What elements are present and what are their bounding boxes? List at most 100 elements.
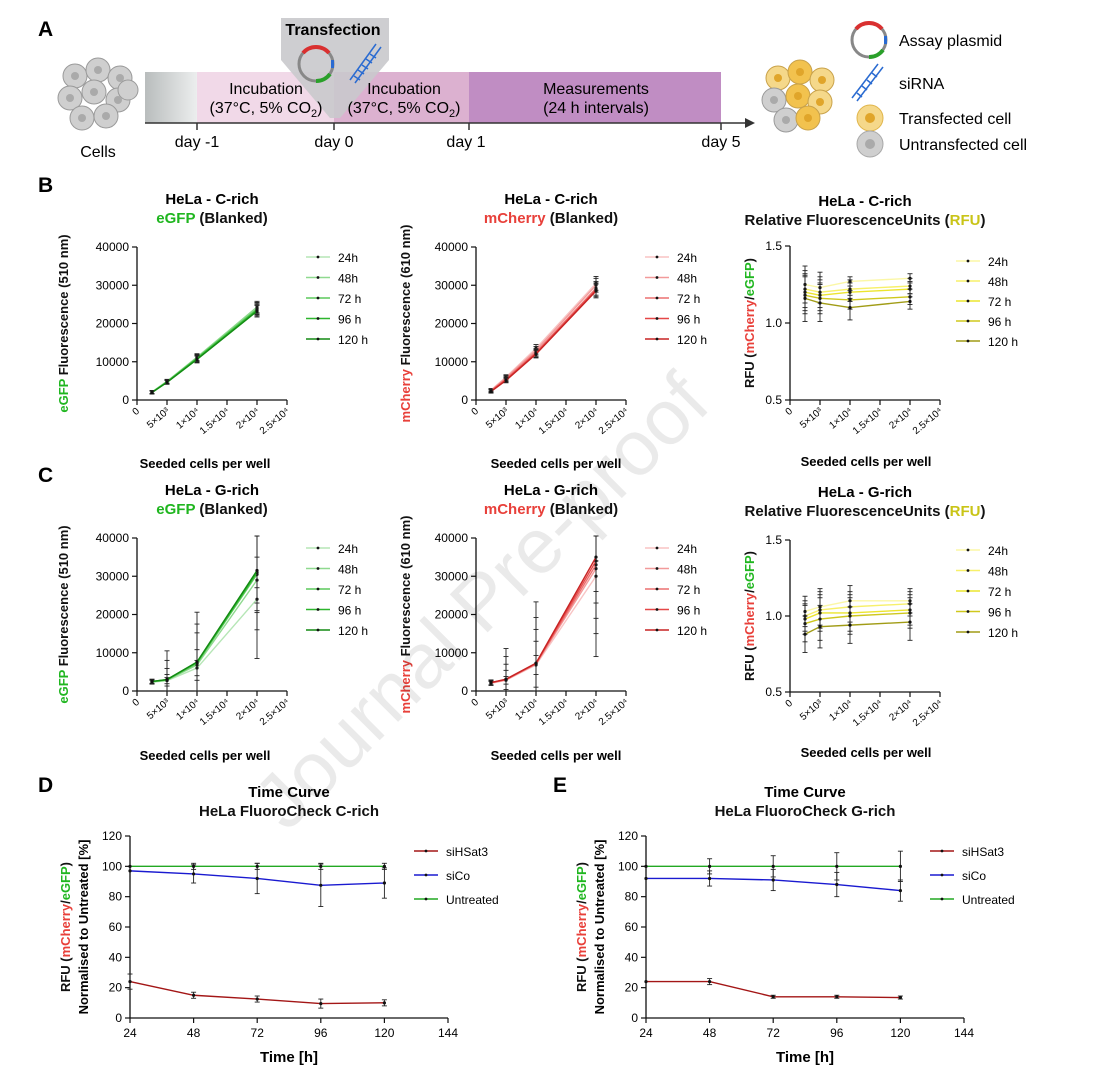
legend-label: Untreated xyxy=(446,893,499,907)
y-tick-label: 0.5 xyxy=(765,393,782,407)
x-tick-label: 0 xyxy=(470,697,482,709)
y-tick-label: 0 xyxy=(631,1011,638,1025)
cells-cluster-icon xyxy=(57,57,139,131)
legend-entry: 48h xyxy=(956,565,1008,579)
legend-entry: 48h xyxy=(645,272,697,286)
data-point xyxy=(319,864,323,868)
data-point xyxy=(803,296,807,300)
legend-marker xyxy=(966,630,970,634)
y-tick-label: 80 xyxy=(625,890,639,904)
legend-entry: 120 h xyxy=(306,333,368,347)
legend-label: 120 h xyxy=(677,333,707,347)
data-point xyxy=(848,306,852,310)
y-axis-label-part: eGFP xyxy=(56,378,71,412)
data-point xyxy=(255,568,259,573)
legend-marker xyxy=(316,337,320,341)
panel-letter-e: E xyxy=(553,774,567,797)
day-label-minus1: day -1 xyxy=(175,134,220,151)
series-line xyxy=(804,612,911,625)
legend-sirna: siRNA xyxy=(899,76,945,93)
y-axis-label-part: mCherry xyxy=(742,592,757,646)
series-72h xyxy=(149,535,260,692)
data-point xyxy=(708,876,712,881)
y-axis-label-part: Fluorescence (610 nm) xyxy=(398,516,413,661)
y-tick-label: 80 xyxy=(109,890,123,904)
x-tick-label: 5×10³ xyxy=(798,405,825,430)
data-point xyxy=(771,878,775,882)
x-tick-label: 48 xyxy=(703,1026,717,1040)
y-axis-label-part: mCherry xyxy=(398,368,413,422)
x-tick-label: 2.5×10⁴ xyxy=(597,697,631,728)
y-axis-label: RFU (mCherry/eGFP) xyxy=(742,258,757,388)
series-untreated xyxy=(644,850,903,882)
legend-marker xyxy=(655,255,659,259)
series-untreated xyxy=(128,862,387,870)
transfected-cluster-icon xyxy=(761,59,835,133)
phase1-title: Incubation xyxy=(229,81,303,98)
legend-entry: siCo xyxy=(930,869,986,883)
legend-entry: 48h xyxy=(645,563,697,577)
y-axis-label-part: mCherry xyxy=(574,903,589,957)
data-point xyxy=(644,864,648,868)
legend-label: 24h xyxy=(338,251,358,265)
panel-letter-c: C xyxy=(38,464,53,487)
legend-label: 24h xyxy=(677,542,697,556)
legend-entry: 120 h xyxy=(645,333,707,347)
legend-marker xyxy=(966,339,970,343)
x-tick-label: 0 xyxy=(131,406,143,418)
legend-marker xyxy=(966,569,970,572)
y-axis-label-part: RFU ( xyxy=(742,353,757,388)
legend-entry: 96 h xyxy=(306,313,361,327)
data-point xyxy=(908,620,912,624)
legend-entry: 48h xyxy=(306,272,358,286)
transfection-label: Transfection xyxy=(285,22,380,39)
data-point xyxy=(128,980,132,984)
legend-label: 24h xyxy=(677,251,697,265)
x-axis-label: Seeded cells per well xyxy=(801,454,932,469)
data-point xyxy=(195,357,199,362)
legend-entry: 72 h xyxy=(645,292,700,306)
data-point xyxy=(150,390,154,395)
y-tick-label: 1.5 xyxy=(765,533,782,547)
legend-entry: 120 h xyxy=(645,624,707,638)
legend-label: 72 h xyxy=(338,583,361,597)
legend-label: 24h xyxy=(988,255,1008,269)
legend-marker xyxy=(316,296,320,300)
x-tick-label: 0 xyxy=(784,698,796,710)
data-point xyxy=(898,889,903,893)
y-tick-label: 100 xyxy=(618,859,638,873)
y-axis-label: RFU (mCherry/eGFP) xyxy=(574,862,589,992)
y-axis-label-part: mCherry xyxy=(58,903,73,957)
data-point xyxy=(192,872,196,876)
legend-marker xyxy=(655,567,659,570)
x-tick-label: 72 xyxy=(251,1026,265,1040)
data-point xyxy=(708,864,712,868)
x-tick-label: 120 xyxy=(890,1026,910,1040)
chart-title: HeLa - G-rich xyxy=(818,484,912,501)
series-120h xyxy=(802,603,913,653)
legend-untransfected: Untransfected cell xyxy=(899,137,1027,154)
data-point xyxy=(382,1001,386,1005)
legend-label: 120 h xyxy=(338,624,368,638)
y-tick-label: 40000 xyxy=(435,240,469,254)
y-axis-label-part: Fluorescence (510 nm) xyxy=(56,525,71,670)
series-120h xyxy=(149,305,260,395)
legend-label: siHSat3 xyxy=(446,845,488,859)
y-tick-label: 40000 xyxy=(96,240,130,254)
y-tick-label: 30000 xyxy=(96,569,130,583)
panel-a: A Cells Transfection xyxy=(38,18,1027,161)
data-point xyxy=(382,864,386,868)
data-point xyxy=(128,869,132,873)
legend-marker xyxy=(966,610,970,613)
y-axis-label-part: eGFP xyxy=(742,555,757,589)
legend-label: 96 h xyxy=(677,604,700,618)
series-line xyxy=(804,277,911,289)
timeline-arrowhead xyxy=(745,118,755,128)
chart-subtitle-part: RFU xyxy=(950,503,981,520)
x-tick-label: 0 xyxy=(784,406,796,418)
y-tick-label: 120 xyxy=(618,829,638,843)
series-line xyxy=(804,294,911,301)
y-tick-label: 40 xyxy=(625,950,639,964)
legend-marker xyxy=(966,259,970,263)
